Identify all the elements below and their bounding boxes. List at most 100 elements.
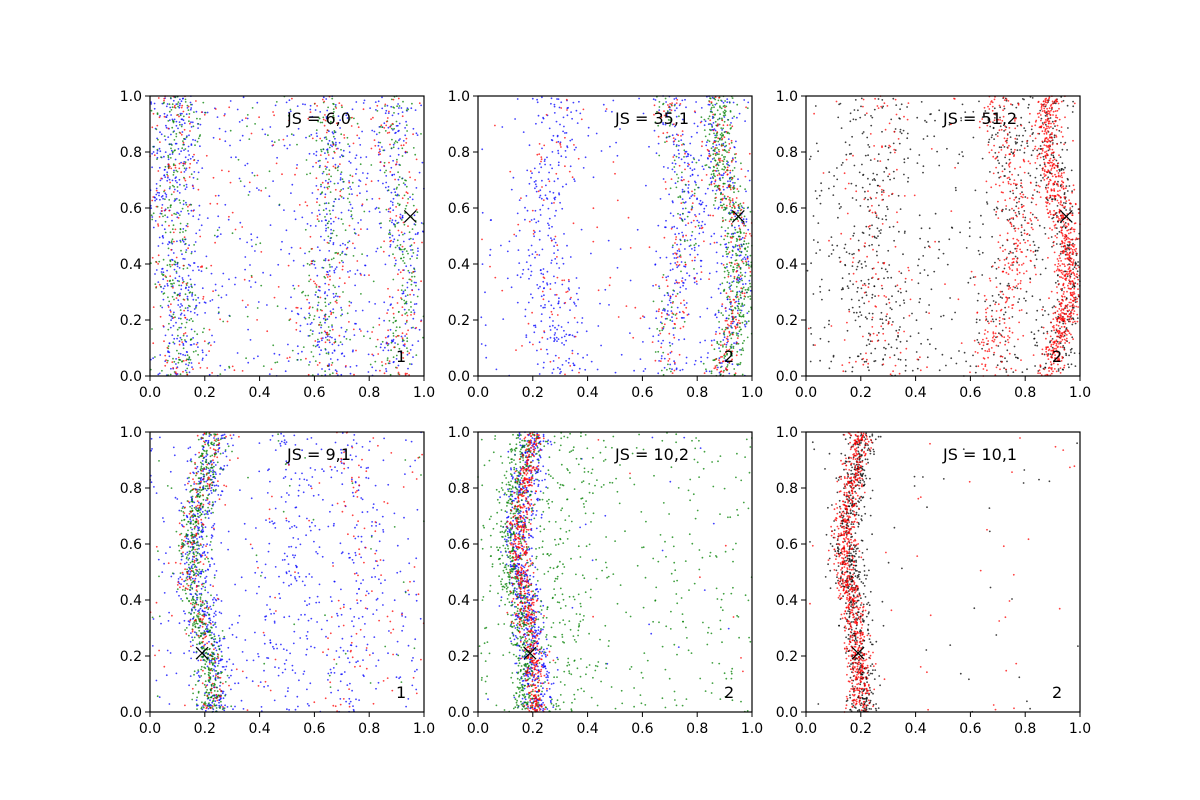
scatter-point bbox=[877, 98, 880, 100]
scatter-point bbox=[396, 244, 399, 247]
scatter-point bbox=[900, 272, 903, 275]
scatter-point bbox=[661, 329, 664, 332]
scatter-point bbox=[553, 180, 556, 183]
scatter-point bbox=[288, 111, 290, 114]
scatter-point bbox=[314, 109, 317, 111]
scatter-point bbox=[529, 264, 532, 267]
scatter-point bbox=[382, 149, 385, 152]
scatter-point bbox=[369, 337, 371, 340]
scatter-point bbox=[182, 370, 184, 373]
scatter-point bbox=[556, 314, 559, 316]
scatter-point bbox=[557, 140, 560, 143]
scatter-point bbox=[1003, 130, 1005, 132]
scatter-point bbox=[534, 251, 537, 253]
scatter-point bbox=[411, 102, 413, 105]
scatter-point bbox=[713, 132, 715, 135]
scatter-point bbox=[174, 292, 176, 294]
scatter-point bbox=[334, 300, 337, 303]
scatter-point bbox=[176, 262, 179, 264]
scatter-point bbox=[542, 280, 545, 283]
scatter-point bbox=[171, 334, 174, 336]
scatter-point bbox=[731, 199, 734, 202]
scatter-point bbox=[527, 268, 530, 271]
scatter-point bbox=[357, 234, 360, 237]
scatter-point bbox=[741, 347, 744, 350]
scatter-point bbox=[340, 314, 342, 317]
scatter-point bbox=[308, 307, 311, 310]
scatter-point bbox=[602, 103, 605, 106]
scatter-point bbox=[889, 307, 892, 309]
scatter-point bbox=[309, 104, 312, 107]
scatter-point bbox=[998, 323, 1001, 325]
scatter-point bbox=[202, 331, 204, 334]
scatter-point bbox=[674, 138, 677, 141]
scatter-point bbox=[341, 252, 343, 255]
scatter-point bbox=[328, 270, 331, 272]
scatter-point bbox=[616, 266, 619, 269]
scatter-point bbox=[159, 115, 161, 117]
scatter-point bbox=[169, 181, 171, 184]
scatter-point bbox=[156, 124, 159, 127]
scatter-point bbox=[562, 116, 565, 119]
scatter-point bbox=[329, 336, 331, 338]
scatter-point bbox=[991, 309, 993, 312]
scatter-point bbox=[1072, 242, 1074, 245]
scatter-point bbox=[674, 125, 676, 128]
scatter-point bbox=[387, 309, 389, 311]
scatter-point bbox=[169, 97, 172, 99]
scatter-point bbox=[567, 287, 570, 290]
scatter-point bbox=[247, 194, 250, 196]
scatter-point bbox=[259, 242, 262, 245]
scatter-point bbox=[266, 304, 268, 306]
scatter-point bbox=[724, 307, 727, 310]
scatter-point bbox=[393, 107, 395, 109]
scatter-point bbox=[687, 211, 690, 213]
scatter-point bbox=[332, 165, 335, 168]
scatter-point bbox=[608, 304, 610, 306]
scatter-point bbox=[260, 284, 263, 287]
scatter-point bbox=[666, 310, 669, 312]
scatter-point bbox=[338, 261, 341, 264]
scatter-point bbox=[330, 175, 332, 178]
scatter-point bbox=[995, 318, 997, 321]
scatter-point bbox=[378, 151, 380, 154]
scatter-point bbox=[323, 239, 326, 241]
scatter-point bbox=[316, 274, 319, 277]
scatter-point bbox=[1042, 314, 1044, 317]
scatter-point bbox=[353, 247, 356, 250]
scatter-point bbox=[184, 354, 187, 357]
scatter-point bbox=[710, 370, 713, 373]
scatter-point bbox=[192, 187, 195, 190]
scatter-point bbox=[743, 237, 746, 240]
scatter-point bbox=[171, 126, 174, 129]
scatter-point bbox=[369, 107, 371, 109]
scatter-point bbox=[160, 156, 162, 158]
scatter-point bbox=[385, 169, 387, 172]
scatter-point bbox=[746, 336, 749, 339]
scatter-point bbox=[722, 360, 725, 363]
scatter-point bbox=[306, 262, 309, 265]
scatter-point bbox=[168, 280, 171, 283]
scatter-point bbox=[1008, 170, 1011, 173]
scatter-point bbox=[169, 311, 172, 313]
scatter-point bbox=[666, 136, 668, 138]
scatter-point bbox=[909, 148, 912, 151]
scatter-point bbox=[189, 130, 191, 132]
scatter-point bbox=[632, 336, 635, 339]
scatter-point bbox=[541, 96, 543, 99]
scatter-point bbox=[575, 109, 578, 112]
scatter-point bbox=[657, 142, 660, 145]
scatter-point bbox=[186, 267, 189, 269]
scatter-point bbox=[315, 185, 318, 187]
scatter-point bbox=[152, 112, 155, 115]
scatter-point bbox=[166, 114, 169, 117]
scatter-point bbox=[733, 213, 735, 215]
scatter-point bbox=[726, 319, 728, 322]
scatter-point bbox=[328, 209, 331, 212]
scatter-point bbox=[176, 349, 178, 352]
scatter-point bbox=[1018, 298, 1021, 300]
scatter-point bbox=[1074, 322, 1077, 325]
scatter-point bbox=[747, 320, 750, 323]
scatter-point bbox=[321, 139, 323, 142]
scatter-point bbox=[906, 137, 909, 140]
